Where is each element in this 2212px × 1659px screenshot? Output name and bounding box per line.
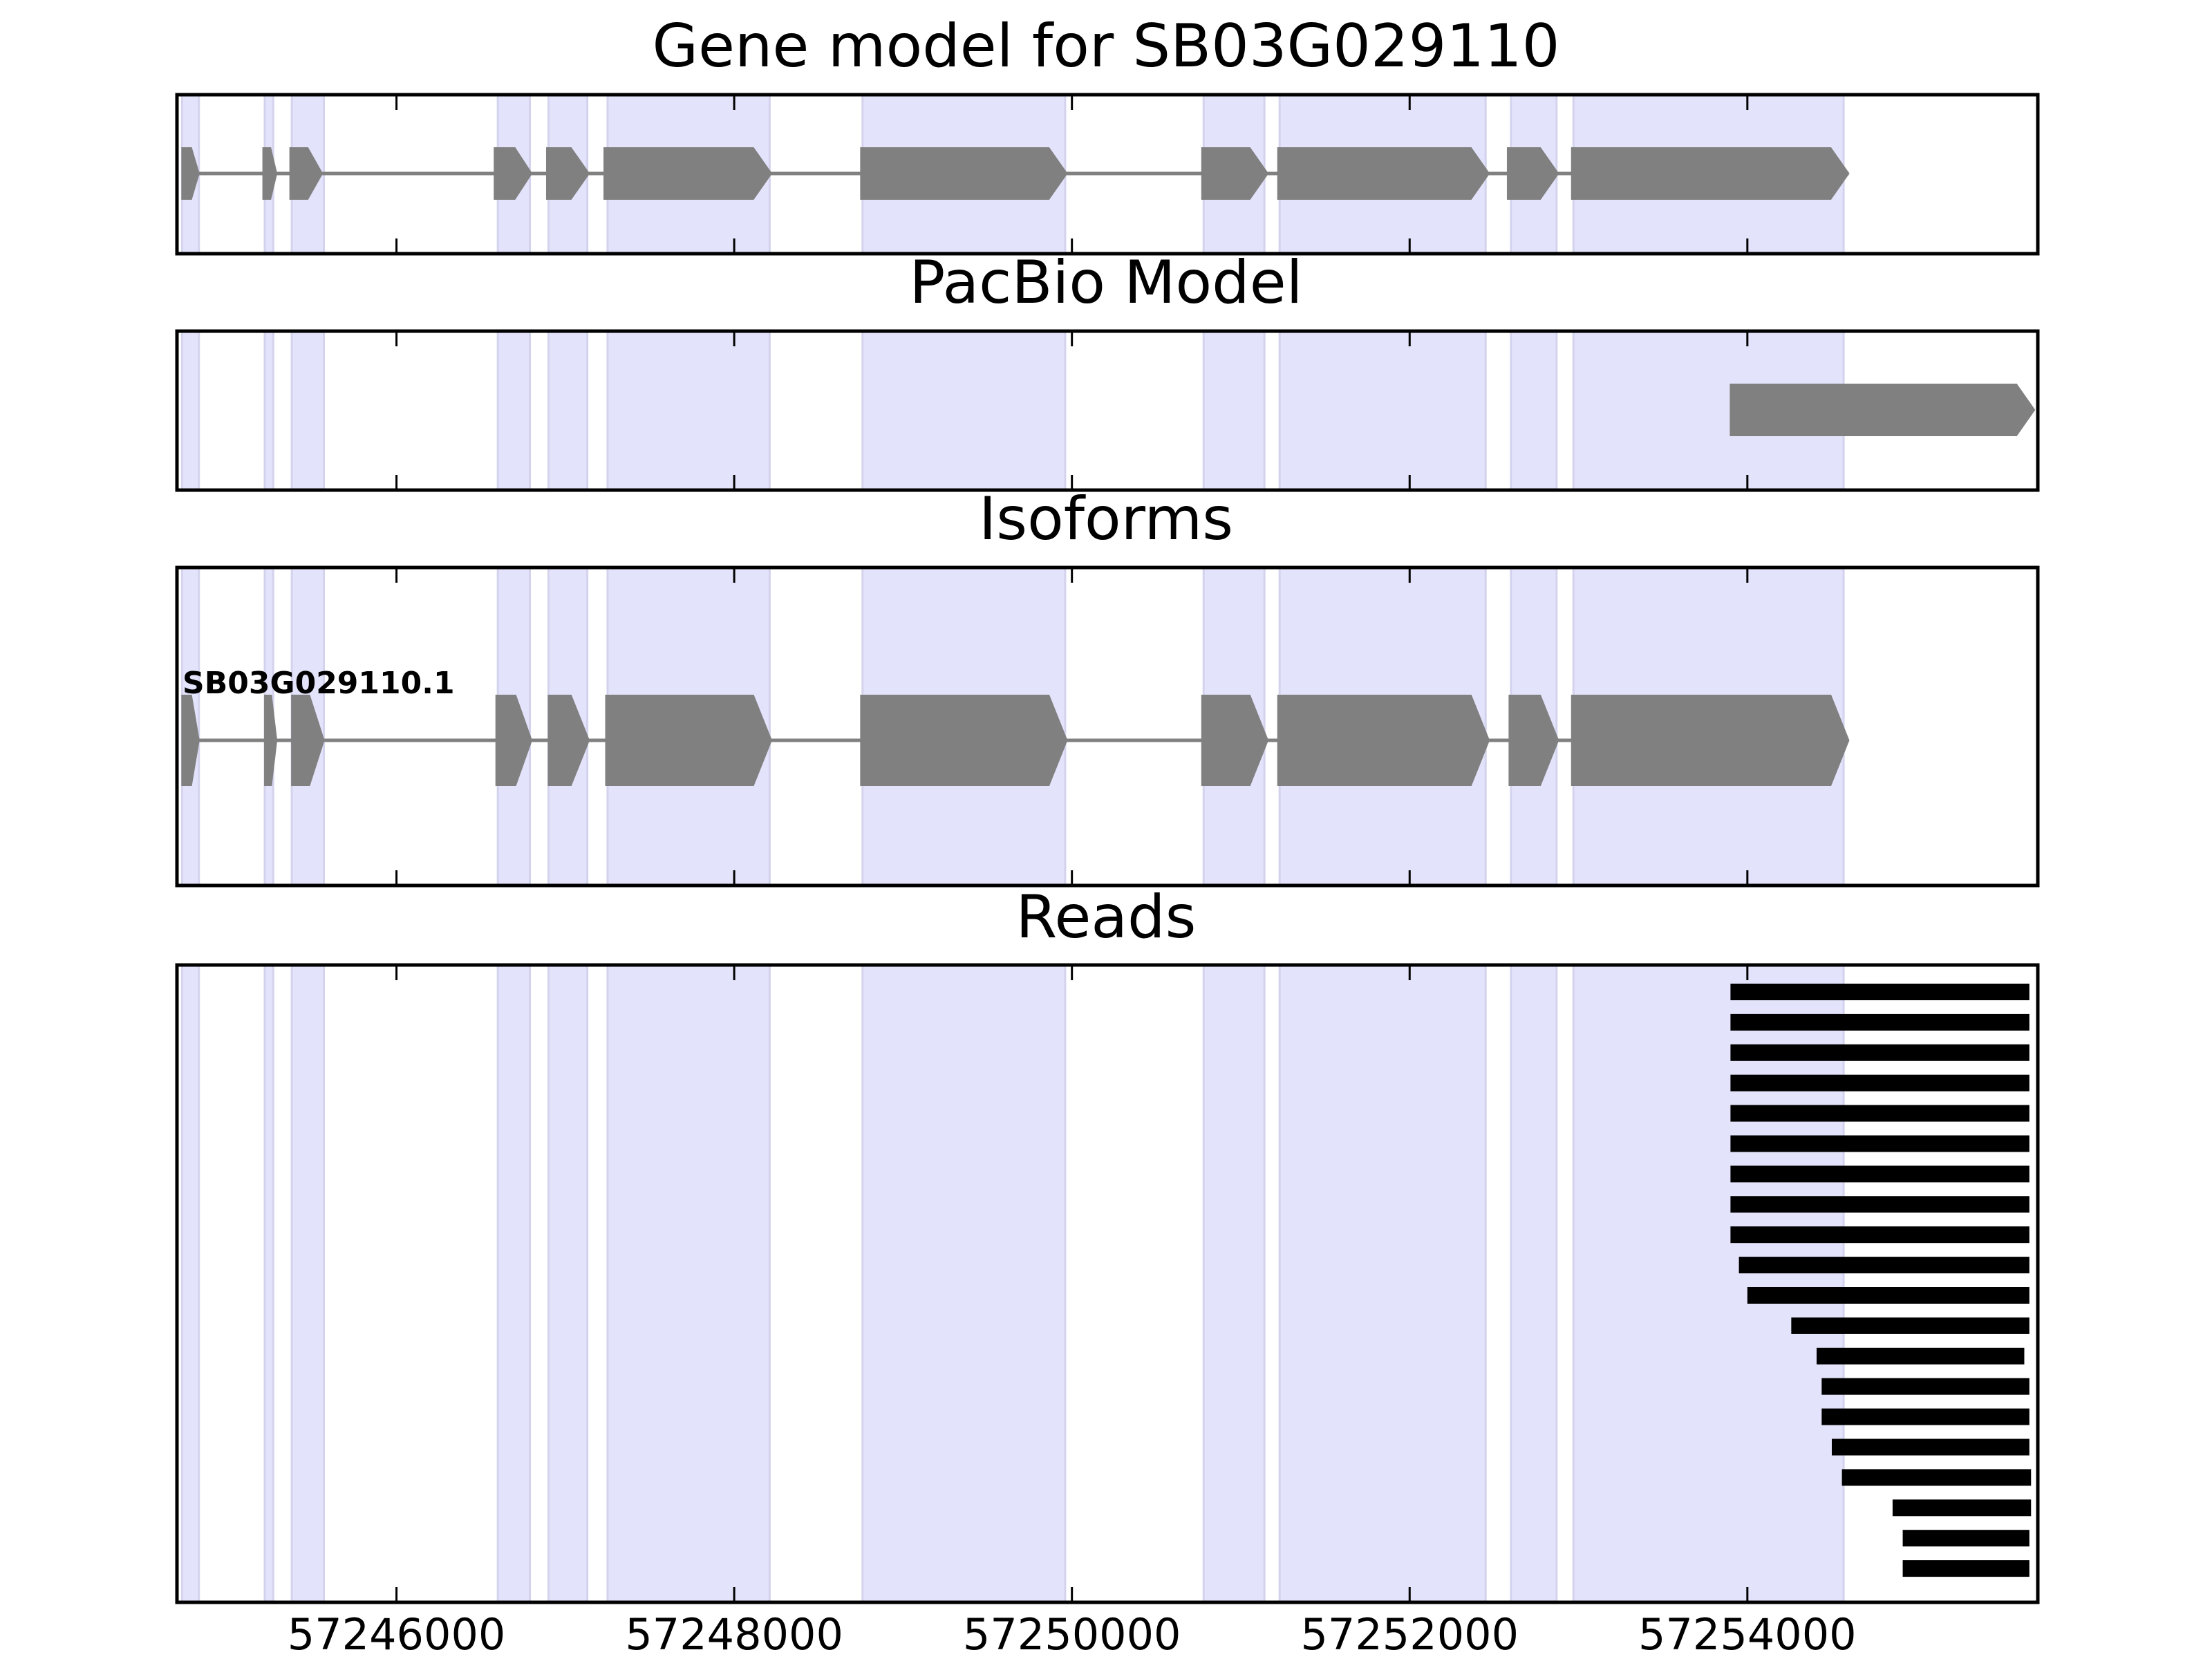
read-bar: [1892, 1499, 2032, 1517]
exon-arrow: [1277, 695, 1490, 786]
isoforms-features: [181, 695, 1850, 786]
exon-highlight-band: [180, 330, 200, 491]
exon-arrow: [1571, 147, 1850, 200]
exon-highlight-band: [547, 964, 589, 1604]
exon-highlight-band: [861, 330, 1067, 491]
read-bar: [1730, 1165, 2030, 1183]
read-bar: [1730, 1044, 2030, 1061]
exon-highlight-band: [290, 964, 326, 1604]
exon-arrow: [494, 147, 533, 200]
exon-arrow: [289, 147, 324, 200]
x-tick-label: 57248000: [625, 1609, 843, 1659]
read-bar: [1730, 1196, 2030, 1213]
reads-bars: [1730, 984, 2032, 1577]
reads-title: Reads: [1016, 883, 1197, 952]
exon-arrow: [181, 695, 200, 786]
x-tick-label: 57246000: [288, 1609, 506, 1659]
exon-arrow: [264, 695, 278, 786]
isoforms-ticks: [395, 568, 1749, 885]
exon-arrow: [495, 695, 533, 786]
exon-arrow: [262, 147, 278, 200]
exon-highlight-band: [1572, 330, 1845, 491]
exon-arrow: [605, 695, 772, 786]
read-bar: [1821, 1408, 2030, 1425]
exon-arrow: [291, 695, 325, 786]
reads-ticks: [395, 965, 1749, 1602]
exon-highlight-band: [496, 964, 532, 1604]
exon-arrow: [1277, 147, 1490, 200]
exon-arrow: [181, 147, 200, 200]
x-tick-label: 57250000: [963, 1609, 1181, 1659]
read-bar: [1730, 1105, 2030, 1122]
isoform-label: SB03G029110.1: [182, 666, 455, 701]
exon-arrow: [1730, 384, 2036, 436]
gene-model-frame: [175, 93, 2040, 256]
read-bar: [1902, 1560, 2030, 1577]
read-bar: [1821, 1378, 2030, 1395]
exon-arrow: [860, 695, 1068, 786]
exon-highlight-band: [861, 964, 1067, 1604]
read-bar: [1831, 1438, 2030, 1456]
exon-highlight-band: [1572, 964, 1845, 1604]
exon-highlight-band: [263, 330, 274, 491]
exon-arrow: [1506, 147, 1559, 200]
read-bar: [1902, 1530, 2030, 1547]
isoforms-frame: [175, 565, 2040, 888]
exon-arrow: [603, 147, 773, 200]
exon-highlight-band: [263, 964, 274, 1604]
reads-frame: [175, 963, 2040, 1604]
read-bar: [1730, 984, 2030, 1000]
exon-highlight-band: [1202, 964, 1266, 1604]
exon-arrow: [1508, 695, 1559, 786]
exon-highlight-band: [1202, 330, 1266, 491]
exon-highlight-band: [606, 964, 771, 1604]
exon-arrow: [860, 147, 1068, 200]
read-bar: [1816, 1347, 2025, 1365]
pacbio-model-panel: PacBio Model: [175, 248, 2040, 492]
exon-highlight-band: [180, 964, 200, 1604]
gene-model-title: Gene model for SB03G029110: [653, 12, 1560, 81]
reads-exon-highlights: [180, 964, 1845, 1604]
exon-highlight-band: [1510, 964, 1558, 1604]
pacbio-exon-highlights: [180, 330, 1845, 491]
exon-highlight-band: [1510, 330, 1558, 491]
gene-model-ticks: [395, 95, 1749, 254]
pacbio-features: [1730, 384, 2036, 436]
exon-highlight-band: [1278, 964, 1487, 1604]
read-bar: [1747, 1287, 2030, 1304]
exon-arrow: [547, 695, 590, 786]
pacbio-ticks: [395, 331, 1749, 490]
pacbio-model-frame: [175, 329, 2040, 492]
x-tick-label: 57254000: [1638, 1609, 1857, 1659]
exon-arrow: [545, 147, 590, 200]
exon-highlight-band: [496, 330, 532, 491]
reads-panel: Reads: [175, 883, 2040, 1604]
read-bar: [1730, 1074, 2030, 1091]
exon-highlight-band: [1278, 330, 1487, 491]
read-bar: [1730, 1226, 2030, 1244]
read-bar: [1730, 1135, 2030, 1152]
x-tick-label: 57252000: [1300, 1609, 1519, 1659]
pacbio-model-title: PacBio Model: [909, 248, 1302, 317]
isoforms-title: Isoforms: [979, 485, 1233, 554]
gene-model-panel: Gene model for SB03G029110: [175, 12, 2040, 256]
exon-arrow: [1571, 695, 1850, 786]
gene-model-features: [181, 147, 1850, 200]
exon-highlight-band: [547, 330, 589, 491]
exon-highlight-band: [290, 330, 326, 491]
isoforms-panel: Isoforms SB03G029110.1: [175, 485, 2040, 888]
read-bar: [1730, 1013, 2030, 1031]
exon-arrow: [1201, 147, 1269, 200]
read-bar: [1791, 1317, 2030, 1334]
read-bar: [1738, 1257, 2030, 1274]
read-bar: [1841, 1469, 2032, 1486]
exon-arrow: [1201, 695, 1269, 786]
x-axis-tick-labels: 57246000 57248000 57250000 57252000 57254000: [288, 1609, 1857, 1659]
exon-highlight-band: [606, 330, 771, 491]
